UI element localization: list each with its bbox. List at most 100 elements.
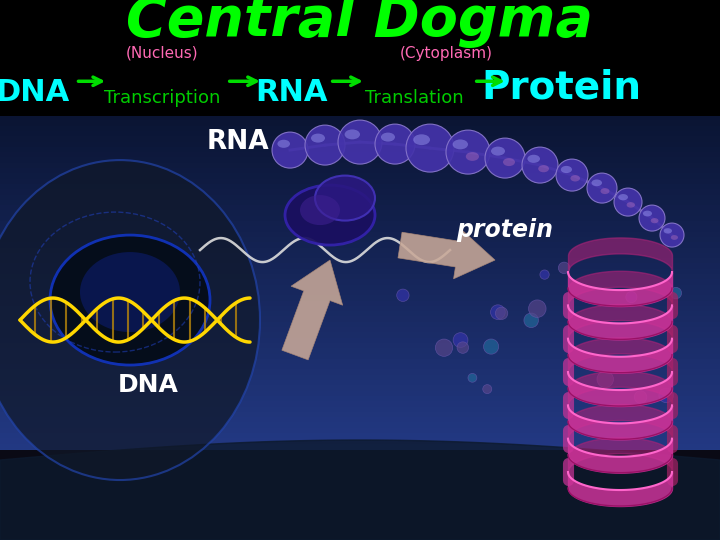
Bar: [0, 311, 720, 318]
Bar: [0, 194, 720, 201]
Text: Central Dogma: Central Dogma: [127, 0, 593, 48]
Bar: [0, 518, 720, 524]
Ellipse shape: [315, 176, 375, 220]
Text: Transcription: Transcription: [104, 89, 220, 107]
Ellipse shape: [457, 342, 469, 353]
Bar: [0, 354, 720, 360]
Ellipse shape: [453, 139, 468, 150]
Bar: [0, 205, 720, 212]
Bar: [0, 481, 720, 487]
Bar: [0, 211, 720, 217]
Ellipse shape: [272, 132, 308, 168]
Bar: [0, 184, 720, 190]
Text: protein: protein: [456, 218, 554, 242]
Bar: [0, 147, 720, 153]
Bar: [0, 438, 720, 444]
Bar: [0, 126, 720, 132]
Ellipse shape: [659, 388, 673, 403]
Bar: [0, 269, 720, 275]
Text: Translation: Translation: [365, 89, 463, 107]
Bar: [0, 327, 720, 333]
Bar: [0, 380, 720, 386]
Bar: [0, 348, 720, 355]
Bar: [0, 449, 720, 455]
Bar: [0, 343, 720, 349]
Bar: [0, 237, 720, 243]
Bar: [0, 523, 720, 529]
Bar: [0, 486, 720, 492]
Ellipse shape: [600, 188, 610, 194]
Text: DNA: DNA: [0, 78, 70, 107]
Ellipse shape: [597, 371, 613, 388]
Ellipse shape: [490, 305, 505, 320]
Bar: [0, 529, 720, 535]
Ellipse shape: [468, 373, 477, 382]
Bar: [0, 433, 720, 440]
Bar: [0, 475, 720, 482]
Bar: [0, 322, 720, 328]
Bar: [0, 152, 720, 158]
Ellipse shape: [626, 292, 637, 302]
Ellipse shape: [406, 124, 454, 172]
Bar: [0, 390, 720, 397]
Ellipse shape: [436, 339, 453, 356]
Ellipse shape: [485, 138, 525, 178]
Bar: [0, 306, 720, 312]
Bar: [0, 285, 720, 291]
Bar: [0, 396, 720, 402]
Bar: [0, 338, 720, 344]
Text: DNA: DNA: [117, 373, 179, 397]
Ellipse shape: [528, 300, 546, 318]
Bar: [0, 422, 720, 429]
Ellipse shape: [660, 223, 684, 247]
Ellipse shape: [570, 175, 580, 181]
Bar: [0, 173, 720, 180]
Bar: [0, 141, 720, 148]
Ellipse shape: [539, 165, 549, 172]
Bar: [0, 216, 720, 222]
Bar: [0, 221, 720, 227]
Ellipse shape: [618, 194, 628, 200]
Text: (Cytoplasm): (Cytoplasm): [400, 46, 493, 61]
Bar: [0, 316, 720, 323]
FancyArrow shape: [282, 260, 343, 360]
Bar: [0, 226, 720, 233]
Ellipse shape: [670, 287, 682, 299]
Bar: [0, 454, 720, 461]
Ellipse shape: [540, 270, 549, 279]
Bar: [0, 232, 720, 238]
Ellipse shape: [664, 228, 672, 234]
Ellipse shape: [338, 120, 382, 164]
Ellipse shape: [491, 146, 505, 156]
Bar: [0, 407, 720, 413]
Bar: [0, 295, 720, 301]
Bar: [0, 497, 720, 503]
Ellipse shape: [50, 235, 210, 365]
Ellipse shape: [285, 185, 375, 245]
Bar: [0, 401, 720, 408]
Bar: [0, 301, 720, 307]
Ellipse shape: [413, 134, 430, 145]
Ellipse shape: [614, 188, 642, 216]
Bar: [0, 258, 720, 265]
Ellipse shape: [311, 133, 325, 143]
Ellipse shape: [80, 252, 180, 332]
Ellipse shape: [522, 147, 558, 183]
Bar: [0, 512, 720, 519]
Bar: [0, 168, 720, 174]
Bar: [0, 412, 720, 418]
Ellipse shape: [375, 124, 415, 164]
Bar: [0, 491, 720, 498]
Bar: [0, 120, 720, 127]
Bar: [0, 279, 720, 286]
Bar: [0, 386, 720, 392]
Bar: [0, 428, 720, 434]
Bar: [0, 200, 720, 206]
Bar: [0, 534, 720, 540]
Bar: [0, 274, 720, 280]
Ellipse shape: [559, 262, 570, 274]
Ellipse shape: [561, 166, 572, 173]
Ellipse shape: [381, 133, 395, 141]
Bar: [0, 375, 720, 381]
Bar: [0, 115, 720, 122]
